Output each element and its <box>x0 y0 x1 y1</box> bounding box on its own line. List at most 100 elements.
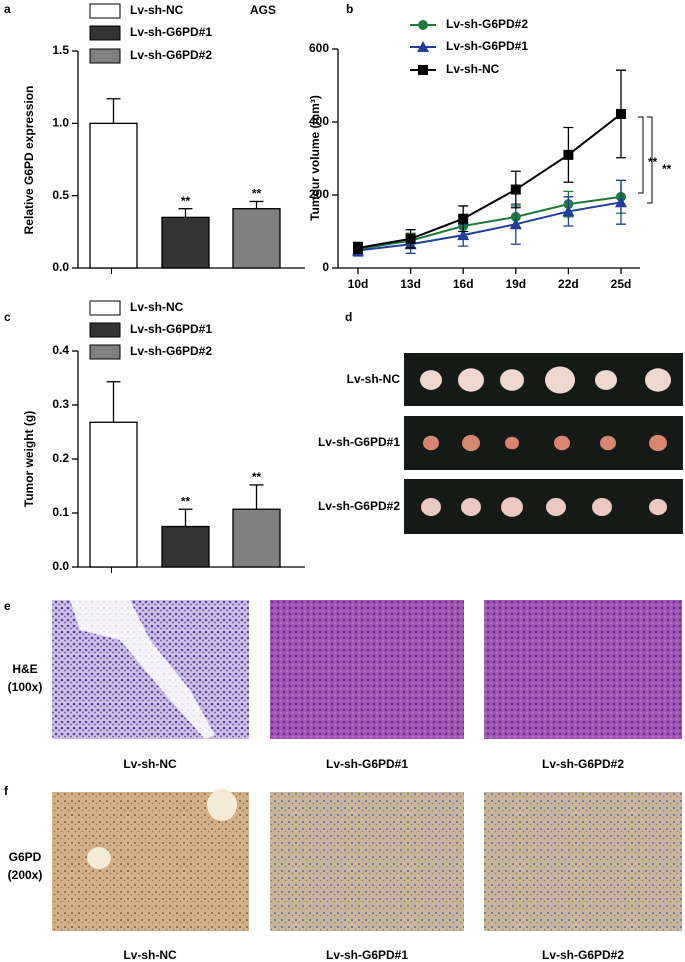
series-line <box>357 201 622 252</box>
x-tick-label: 19d <box>505 277 526 291</box>
panel-letter: a <box>4 2 11 16</box>
photo <box>649 434 667 452</box>
y-tick-label: 200 <box>309 187 329 201</box>
photo <box>592 498 612 516</box>
significance: ** <box>648 155 658 169</box>
x-tick-label: 22d <box>558 277 579 291</box>
row-label: Lv-sh-G6PD#1 <box>318 435 400 449</box>
photo <box>87 847 111 869</box>
photo <box>270 600 464 739</box>
legend-swatch <box>89 48 121 64</box>
photo <box>645 368 671 392</box>
photo <box>404 353 683 406</box>
panel-e: e H&E (100x) Lv-sh-NC Lv-sh-G6PD#1 Lv-sh… <box>4 599 682 771</box>
significance: ** <box>181 494 191 508</box>
y-tick-label: 0.0 <box>52 559 69 573</box>
x-tick-label: 25d <box>611 277 632 291</box>
marker <box>417 41 429 52</box>
photo <box>595 370 617 390</box>
significance: ** <box>662 162 672 176</box>
photo <box>600 435 616 451</box>
caption: Lv-sh-G6PD#1 <box>326 757 408 771</box>
legend-label: Lv-sh-G6PD#1 <box>446 39 528 53</box>
legend-swatch <box>89 3 121 19</box>
photo <box>461 498 481 516</box>
photo <box>207 789 237 821</box>
y-axis-label: Relative G6PD expression <box>22 86 36 235</box>
row-label: Lv-sh-NC <box>347 372 401 386</box>
marker <box>616 108 626 119</box>
y-tick-label: 1.5 <box>52 43 69 57</box>
bar <box>161 525 210 568</box>
annotation: AGS <box>250 3 276 17</box>
caption: Lv-sh-G6PD#1 <box>326 948 408 962</box>
caption: Lv-sh-NC <box>123 948 177 962</box>
photo <box>649 498 667 516</box>
photo <box>545 366 575 394</box>
legend-label: Lv-sh-G6PD#1 <box>130 322 212 336</box>
photo <box>423 435 439 451</box>
stain-label: H&E <box>12 662 37 676</box>
panel-letter: e <box>4 599 11 613</box>
bar <box>89 421 138 568</box>
marker <box>418 65 428 75</box>
stain-label: (200x) <box>8 868 43 882</box>
bar <box>232 508 281 568</box>
y-tick-label: 0.5 <box>52 188 69 202</box>
photo <box>404 416 683 470</box>
y-tick-label: 0.0 <box>52 260 69 274</box>
marker <box>615 196 627 208</box>
x-tick-label: 13d <box>400 277 421 291</box>
marker <box>457 229 470 241</box>
marker <box>563 149 574 160</box>
photo <box>484 600 682 739</box>
bar <box>89 122 138 269</box>
photo <box>404 479 683 534</box>
significance: ** <box>252 470 262 484</box>
legend-swatch <box>89 25 121 41</box>
row-label: Lv-sh-G6PD#2 <box>318 499 400 513</box>
photo <box>462 434 480 452</box>
legend-label: Lv-sh-G6PD#2 <box>446 17 528 31</box>
caption: Lv-sh-G6PD#2 <box>542 948 624 962</box>
panel-letter: d <box>345 310 352 324</box>
photo <box>70 600 215 739</box>
photo <box>554 435 570 451</box>
significance: ** <box>181 194 191 208</box>
x-tick-label: 16d <box>453 277 474 291</box>
panel-letter: f <box>4 784 9 798</box>
marker <box>418 20 428 30</box>
marker <box>353 242 363 253</box>
panel-f: f G6PD (200x) Lv-sh-NC Lv-sh-G6PD#1 Lv-s… <box>4 784 682 962</box>
legend-swatch <box>89 322 121 338</box>
photo <box>484 792 682 931</box>
panel-letter: c <box>4 310 11 324</box>
marker <box>562 205 575 217</box>
photo <box>500 369 524 391</box>
y-tick-label: 0.2 <box>52 451 69 465</box>
y-tick-label: 0 <box>322 260 329 274</box>
legend-label: Lv-sh-G6PD#2 <box>130 48 212 62</box>
y-axis-label: Tumor weight (g) <box>22 411 36 507</box>
y-tick-label: 0.1 <box>52 505 69 519</box>
legend-label: Lv-sh-NC <box>130 3 184 17</box>
series-line <box>357 195 622 251</box>
y-tick-label: 1.0 <box>52 116 69 130</box>
y-tick-label: 0.3 <box>52 397 69 411</box>
y-tick-label: 0.4 <box>52 343 69 357</box>
bar <box>161 216 210 269</box>
photo <box>421 498 441 516</box>
bracket <box>638 116 644 194</box>
photo <box>546 498 566 516</box>
marker <box>458 213 469 224</box>
marker <box>405 233 416 244</box>
photo <box>458 368 484 392</box>
y-axis-label: Tumour volume (mm³) <box>308 95 322 221</box>
series-line <box>357 113 622 249</box>
y-tick-label: 400 <box>309 114 329 128</box>
significance: ** <box>252 187 262 201</box>
bracket <box>647 116 653 204</box>
caption: Lv-sh-G6PD#2 <box>542 757 624 771</box>
legend-label: Lv-sh-G6PD#2 <box>130 344 212 358</box>
